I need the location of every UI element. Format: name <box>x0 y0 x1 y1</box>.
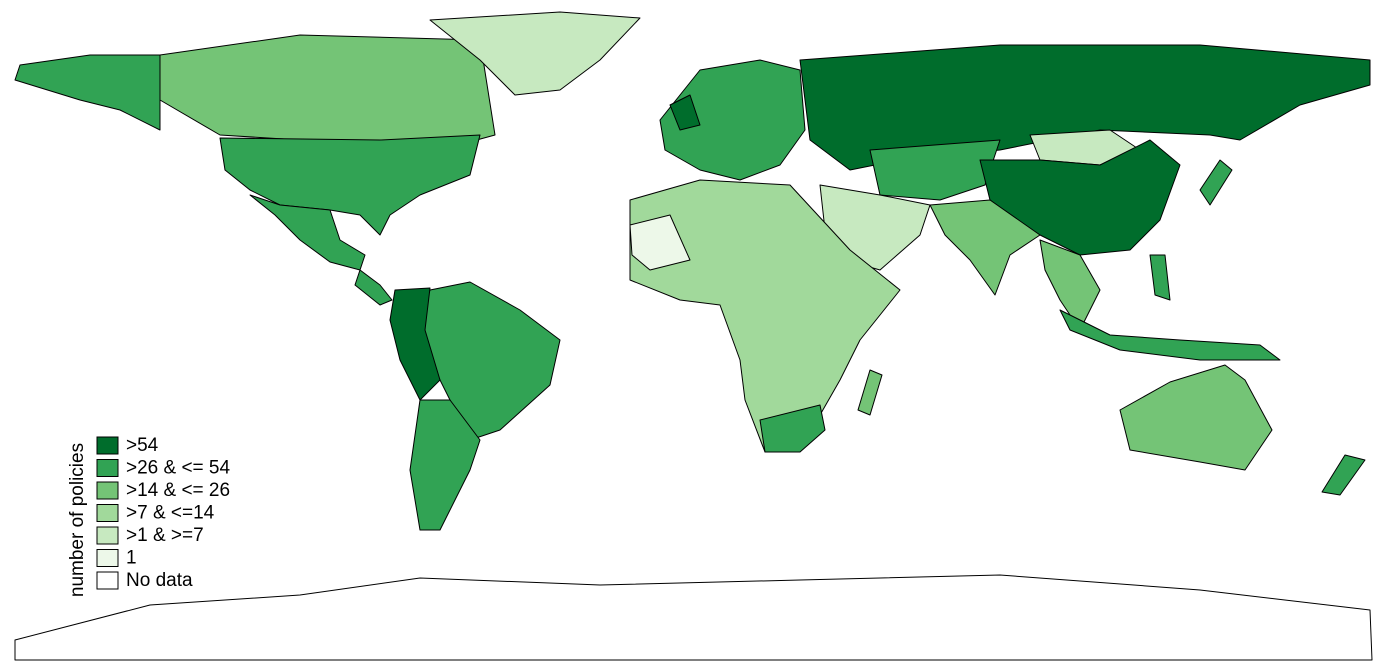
legend-label: >26 & <= 54 <box>126 458 230 479</box>
legend-swatch <box>96 571 119 590</box>
central-america <box>354 269 393 306</box>
south-africa <box>759 404 826 453</box>
legend-swatch <box>96 549 119 567</box>
usa <box>219 134 481 236</box>
argentina-chile <box>409 399 481 531</box>
legend-label: >54 <box>126 435 159 456</box>
legend: number of policies >54>26 & <= 54>14 & <… <box>67 435 230 597</box>
russia <box>799 44 1371 171</box>
legend-label: No data <box>126 570 193 591</box>
map-layer <box>14 11 1373 661</box>
legend-items: >54>26 & <= 54>14 & <= 26>7 & <=14>1 & >… <box>96 435 230 591</box>
alaska <box>14 54 161 131</box>
antarctica <box>14 574 1373 661</box>
japan <box>1199 159 1233 206</box>
legend-label: >7 & <=14 <box>126 503 215 524</box>
legend-label: >1 & >=7 <box>126 525 204 546</box>
legend-label: 1 <box>126 548 137 569</box>
legend-swatch <box>96 436 119 455</box>
new-zealand <box>1321 454 1366 496</box>
india <box>929 199 1041 296</box>
legend-label: >14 & <= 26 <box>126 480 230 501</box>
uk <box>669 94 701 131</box>
colombia-peru <box>389 287 441 401</box>
legend-swatch <box>96 459 119 477</box>
indonesia <box>1059 309 1281 361</box>
north-africa-sahel <box>629 214 691 271</box>
mexico <box>249 194 366 271</box>
australia <box>1119 364 1273 471</box>
legend-swatch <box>96 526 119 545</box>
europe <box>659 59 806 181</box>
legend-swatch <box>96 481 119 500</box>
philippines <box>1149 254 1171 301</box>
madagascar <box>857 369 883 416</box>
legend-swatch <box>96 504 119 522</box>
central-asia <box>869 139 1001 201</box>
greenland <box>429 11 641 96</box>
legend-title: number of policies <box>67 443 88 597</box>
